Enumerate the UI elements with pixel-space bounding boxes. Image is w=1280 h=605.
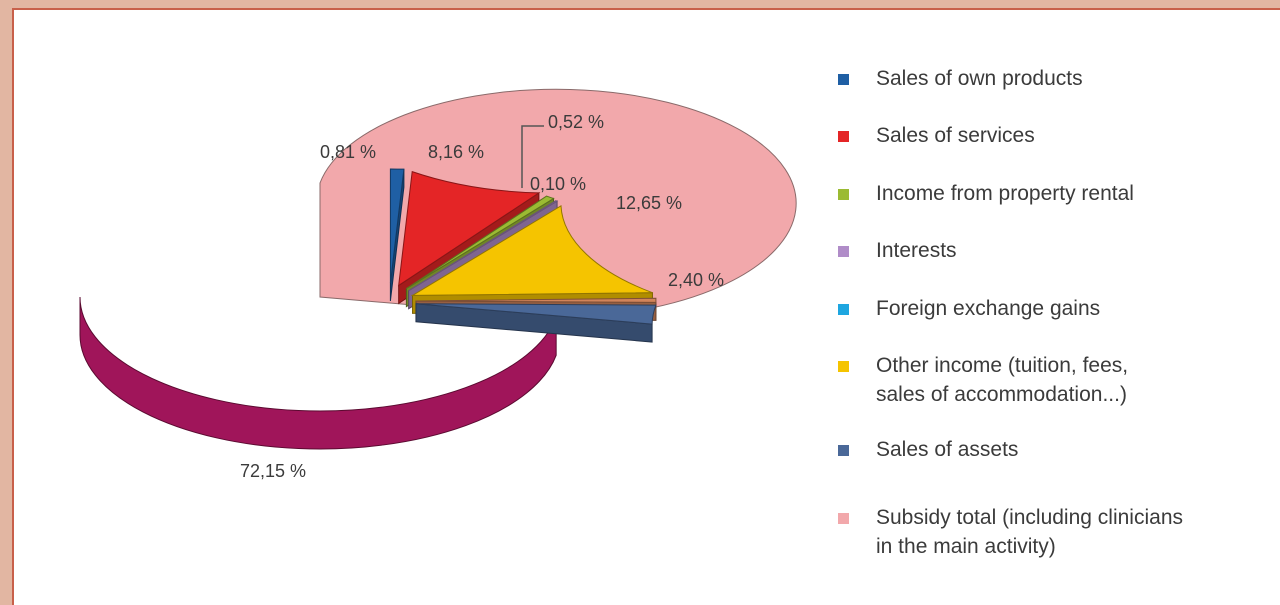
- legend-swatch: [838, 304, 849, 315]
- label-interests: 0,10 %: [530, 174, 586, 194]
- legend-label: sales of accommodation...): [876, 380, 1128, 409]
- legend-swatch: [838, 189, 849, 200]
- legend-label: Sales of own products: [876, 64, 1083, 93]
- legend-item: Interests: [836, 236, 957, 265]
- label-subsidy: 72,15 %: [240, 461, 306, 481]
- label-sales-assets: 2,40 %: [668, 270, 724, 290]
- legend-label: Income from property rental: [876, 179, 1134, 208]
- label-sales-services: 8,16 %: [428, 142, 484, 162]
- legend-label: Sales of services: [876, 121, 1035, 150]
- legend-label: Sales of assets: [876, 435, 1018, 464]
- legend-item: Sales of services: [836, 121, 1035, 150]
- label-sales-own-products: 0,81 %: [320, 142, 376, 162]
- legend-item: Income from property rental: [836, 179, 1134, 208]
- label-other-income: 12,65 %: [616, 193, 682, 213]
- legend-swatch: [838, 74, 849, 85]
- label-property-rental: 0,52 %: [548, 112, 604, 132]
- legend-item: Other income (tuition, fees, sales of acc…: [836, 351, 1128, 409]
- legend-swatch: [838, 246, 849, 257]
- legend-swatch: [838, 513, 849, 524]
- legend-label: Other income (tuition, fees,: [876, 351, 1128, 380]
- legend-label: Interests: [876, 236, 957, 265]
- legend-swatch: [838, 361, 849, 372]
- legend-label: in the main activity): [876, 532, 1183, 561]
- legend-label: Foreign exchange gains: [876, 294, 1100, 323]
- legend-swatch: [838, 445, 849, 456]
- legend-item: Sales of own products: [836, 64, 1083, 93]
- legend-item: Subsidy total (including clinicians in th…: [836, 503, 1183, 561]
- legend-swatch: [838, 131, 849, 142]
- chart-panel: 0,81 % 8,16 % 0,52 % 0,10 % 12,65 % 2,40 % 72,…: [12, 8, 1280, 605]
- legend-label: Subsidy total (including clinicians: [876, 503, 1183, 532]
- legend-item: Sales of assets: [836, 435, 1018, 464]
- legend-item: Foreign exchange gains: [836, 294, 1100, 323]
